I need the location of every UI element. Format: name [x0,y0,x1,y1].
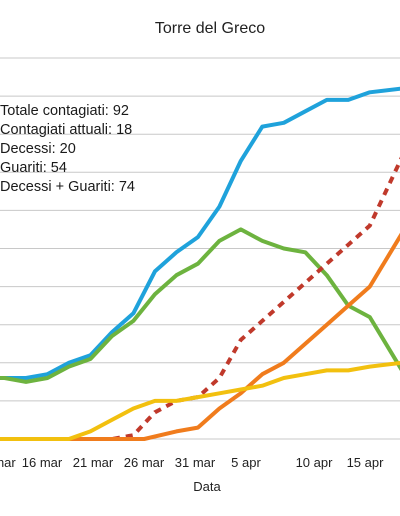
x-axis-label: Data [193,479,221,494]
x-tick-label: 5 apr [231,455,261,470]
x-tick-label: 11 mar [0,455,16,470]
series-line-2 [0,227,400,384]
chart-title: Torre del Greco [155,20,265,37]
annotation-line: Totale contagiati: 92 [0,103,129,119]
series-lines [0,86,400,441]
x-tick-label: 10 apr [296,455,334,470]
annotation-line: Decessi + Guariti: 74 [0,179,135,195]
series-line-1 [0,86,400,380]
series-line-4 [0,232,400,441]
summary-annotations: Totale contagiati: 92 Contagiati attuali:… [0,103,135,195]
series-line-5 [0,361,400,441]
annotation-line: Contagiati attuali: 18 [0,122,132,138]
x-tick-label: 15 apr [347,455,385,470]
x-tick-label: 16 mar [22,455,63,470]
x-tick-label: 21 mar [73,455,114,470]
x-tick-label: 31 mar [175,455,216,470]
x-tick-label: 26 mar [124,455,165,470]
x-tick-labels: 11 mar 16 mar 21 mar 26 mar 31 mar 5 apr 10 ap… [0,455,384,470]
annotation-line: Guariti: 54 [0,160,67,176]
annotation-line: Decessi: 20 [0,141,76,157]
